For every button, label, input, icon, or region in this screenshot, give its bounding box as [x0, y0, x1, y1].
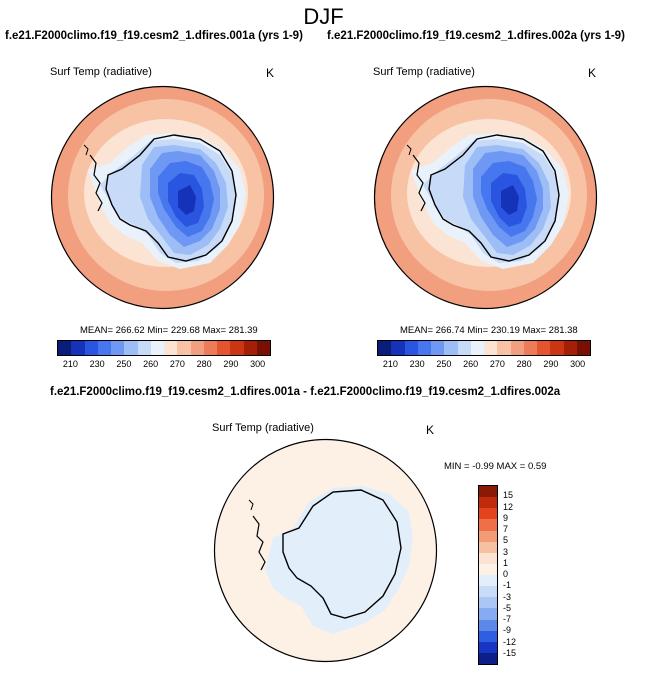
colorbar-swatch — [563, 341, 577, 355]
diff-stats: MIN = -0.99 MAX = 0.59 — [444, 461, 547, 472]
colorbar-swatch — [97, 341, 111, 355]
colorbar-tick-label: 230 — [89, 359, 105, 369]
colorbar-swatch — [479, 575, 497, 587]
colorbar-tick-label: 210 — [62, 359, 78, 369]
right-stats: MEAN= 266.74 Min= 230.19 Max= 281.38 — [400, 325, 578, 336]
colorbar-tick-label: 270 — [169, 359, 185, 369]
colorbar-tick-label: 12 — [503, 501, 514, 512]
colorbar-swatch — [417, 341, 431, 355]
colorbar-swatch — [230, 341, 244, 355]
colorbar-swatch — [190, 341, 204, 355]
colorbar-swatch — [378, 341, 392, 355]
right-temperature-map — [373, 85, 598, 310]
colorbar-swatch — [484, 341, 498, 355]
colorbar-swatch — [58, 341, 72, 355]
colorbar-tick-label: 300 — [570, 359, 586, 369]
colorbar-tick-label: 7 — [503, 524, 509, 534]
colorbar-tick-label: 300 — [250, 359, 266, 369]
colorbar-tick-label: -15 — [503, 647, 517, 658]
colorbar-swatch — [550, 341, 564, 355]
diff-colorbar — [478, 485, 498, 665]
left-case-title: f.e21.F2000climo.f19_f19.cesm2_1.dfires.… — [5, 30, 303, 42]
colorbar-tick-label: 230 — [409, 359, 425, 369]
colorbar-tick-label: -12 — [503, 636, 517, 647]
diff-variable-label: Surf Temp (radiative) — [212, 422, 314, 434]
colorbar-tick-label: -5 — [503, 602, 512, 613]
colorbar-tick-label: 5 — [503, 535, 509, 546]
colorbar-tick-label: -9 — [503, 625, 512, 636]
colorbar-swatch — [479, 619, 497, 631]
right-variable-label: Surf Temp (radiative) — [373, 66, 475, 78]
left-temperature-map — [50, 85, 275, 310]
colorbar-swatch — [537, 341, 551, 355]
colorbar-swatch — [150, 341, 164, 355]
right-case-title: f.e21.F2000climo.f19_f19.cesm2_1.dfires.… — [327, 30, 625, 42]
colorbar-swatch — [479, 608, 497, 620]
colorbar-tick-label: -7 — [503, 614, 512, 624]
colorbar-tick-label: 3 — [503, 546, 509, 557]
diff-temperature-map — [213, 438, 438, 663]
colorbar-swatch — [479, 541, 497, 553]
colorbar-swatch — [510, 341, 524, 355]
left-stats: MEAN= 266.62 Min= 229.68 Max= 281.39 — [80, 325, 258, 336]
colorbar-tick-label: 280 — [196, 359, 212, 369]
colorbar-swatch — [479, 597, 497, 609]
colorbar-tick-label: 260 — [463, 359, 479, 369]
colorbar-swatch — [523, 341, 537, 355]
colorbar-swatch — [479, 563, 497, 575]
colorbar-swatch — [479, 508, 497, 520]
colorbar-swatch — [457, 341, 471, 355]
colorbar-tick-label: 280 — [516, 359, 532, 369]
right-colorbar: 210 230 250 260 270 280 290 300 — [377, 340, 591, 369]
colorbar-tick-label: 1 — [503, 557, 509, 568]
colorbar-swatch — [479, 486, 497, 498]
colorbar-tick-label: -3 — [503, 591, 512, 602]
colorbar-tick-label: 250 — [116, 359, 132, 369]
colorbar-swatch — [203, 341, 217, 355]
colorbar-swatch — [243, 341, 257, 355]
colorbar-swatch — [497, 341, 511, 355]
colorbar-swatch — [256, 341, 270, 355]
diff-colorbar-labels: 15 12 9 7 5 3 1 0 -1 -3 -5 -7 -9 -12 -15 — [503, 485, 533, 665]
colorbar-tick-label: 270 — [489, 359, 505, 369]
colorbar-swatch — [404, 341, 418, 355]
colorbar-swatch — [71, 341, 85, 355]
colorbar-swatch — [479, 552, 497, 564]
colorbar-swatch — [164, 341, 178, 355]
page-title: DJF — [303, 4, 344, 29]
diff-units-label: K — [426, 423, 435, 437]
colorbar-swatch — [431, 341, 445, 355]
colorbar-swatch — [391, 341, 405, 355]
colorbar-swatch — [84, 341, 98, 355]
colorbar-swatch — [479, 586, 497, 598]
colorbar-swatch — [217, 341, 231, 355]
left-variable-label: Surf Temp (radiative) — [50, 66, 152, 78]
colorbar-tick-label: 250 — [436, 359, 452, 369]
colorbar-swatch — [479, 497, 497, 509]
colorbar-swatch — [479, 652, 497, 664]
right-units-label: K — [588, 66, 597, 80]
colorbar-tick-label: 0 — [503, 569, 509, 579]
colorbar-swatch — [111, 341, 125, 355]
colorbar-swatch — [124, 341, 138, 355]
colorbar-tick-label: 210 — [382, 359, 398, 369]
left-units-label: K — [266, 66, 275, 80]
colorbar-swatch — [479, 530, 497, 542]
colorbar-swatch — [137, 341, 151, 355]
colorbar-swatch — [444, 341, 458, 355]
colorbar-swatch — [177, 341, 191, 355]
colorbar-tick-label: 15 — [503, 490, 514, 501]
colorbar-tick-label: -1 — [503, 580, 512, 591]
colorbar-swatch — [479, 641, 497, 653]
colorbar-swatch — [479, 519, 497, 531]
colorbar-tick-label: 290 — [223, 359, 239, 369]
colorbar-tick-label: 260 — [143, 359, 159, 369]
diff-case-title: f.e21.F2000climo.f19_f19.cesm2_1.dfires.… — [50, 386, 561, 398]
colorbar-tick-label: 290 — [543, 359, 559, 369]
colorbar-swatch — [576, 341, 590, 355]
colorbar-tick-label: 9 — [503, 512, 509, 523]
colorbar-swatch — [479, 630, 497, 642]
left-colorbar: 210 230 250 260 270 280 290 300 — [57, 340, 271, 369]
colorbar-swatch — [470, 341, 484, 355]
